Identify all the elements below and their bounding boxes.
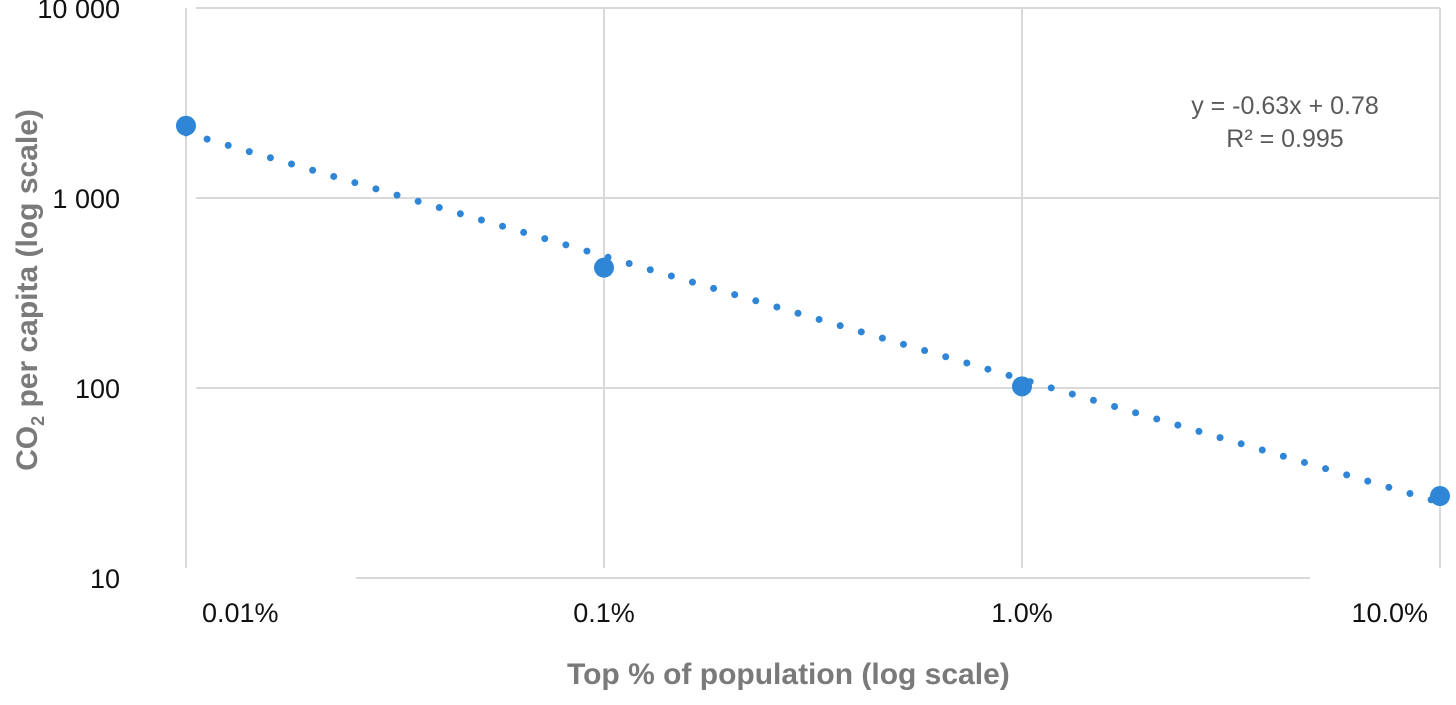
data-point bbox=[594, 257, 614, 278]
data-point bbox=[176, 115, 196, 136]
y-tick-label: 100 bbox=[75, 374, 120, 404]
y-axis-title-subscript: 2 bbox=[28, 415, 48, 426]
y-axis-title-rest: per capita (log scale) bbox=[11, 109, 44, 416]
x-tick-label: 1.0% bbox=[991, 598, 1053, 628]
y-axis-title-co: CO bbox=[11, 425, 44, 471]
data-point bbox=[1012, 376, 1032, 397]
y-tick-label: 10 000 bbox=[37, 0, 120, 24]
trendline-equation-box: y = -0.63x + 0.78 R² = 0.995 bbox=[1170, 90, 1400, 156]
y-axis-title: CO2 per capita (log scale) bbox=[11, 109, 49, 471]
trendline-r-squared: R² = 0.995 bbox=[1226, 125, 1344, 153]
trendline bbox=[182, 129, 1444, 506]
trendline-equation: y = -0.63x + 0.78 bbox=[1191, 92, 1379, 120]
x-tick-label: 10.0% bbox=[1351, 598, 1428, 628]
y-tick-label: 10 bbox=[90, 564, 120, 594]
y-tick-label: 1 000 bbox=[52, 184, 120, 214]
x-axis-title: Top % of population (log scale) bbox=[567, 658, 1010, 691]
data-point bbox=[1430, 486, 1450, 507]
x-tick-label: 0.1% bbox=[573, 598, 635, 628]
y-axis-title-wrap: CO2 per capita (log scale) bbox=[10, 80, 50, 500]
x-tick-label: 0.01% bbox=[202, 598, 279, 628]
